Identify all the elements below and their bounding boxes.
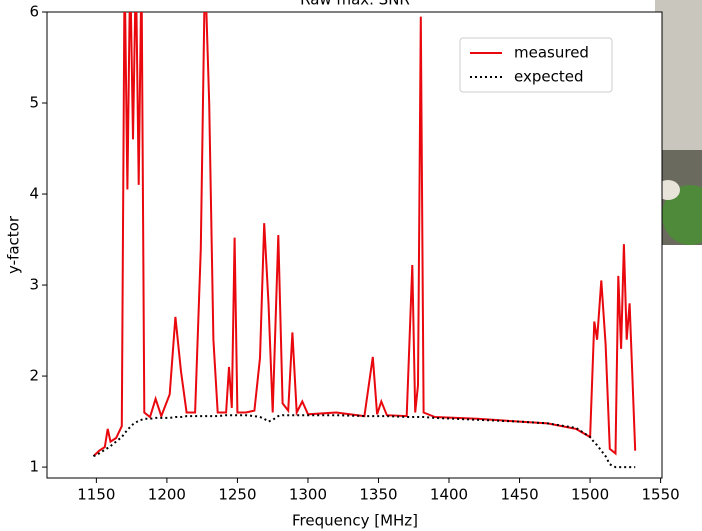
legend-label: measured — [514, 44, 589, 62]
y-tick-label: 3 — [29, 276, 39, 294]
x-tick-label: 1550 — [641, 486, 679, 504]
x-tick-label: 1350 — [359, 486, 397, 504]
y-tick-label: 1 — [29, 458, 39, 476]
x-tick-label: 1150 — [77, 486, 115, 504]
x-axis-label: Frequency [MHz] — [292, 512, 418, 530]
chart-title: Raw max. SNR — [300, 0, 410, 9]
photo — [655, 0, 702, 245]
y-tick-label: 6 — [29, 3, 39, 21]
series-line — [92, 12, 637, 457]
x-tick-label: 1400 — [430, 486, 468, 504]
x-tick-label: 1200 — [148, 486, 186, 504]
legend-label: expected — [514, 68, 583, 86]
legend-box — [459, 37, 613, 93]
plot-area — [92, 12, 637, 469]
x-tick-label: 1450 — [500, 486, 538, 504]
x-tick-label: 1300 — [289, 486, 327, 504]
y-tick-label: 4 — [29, 185, 39, 203]
y-axis-label: y-factor — [5, 215, 23, 274]
y-tick-label: 2 — [29, 367, 39, 385]
x-tick-label: 1250 — [218, 486, 256, 504]
x-tick-label: 1500 — [571, 486, 609, 504]
y-tick-label: 5 — [29, 94, 39, 112]
